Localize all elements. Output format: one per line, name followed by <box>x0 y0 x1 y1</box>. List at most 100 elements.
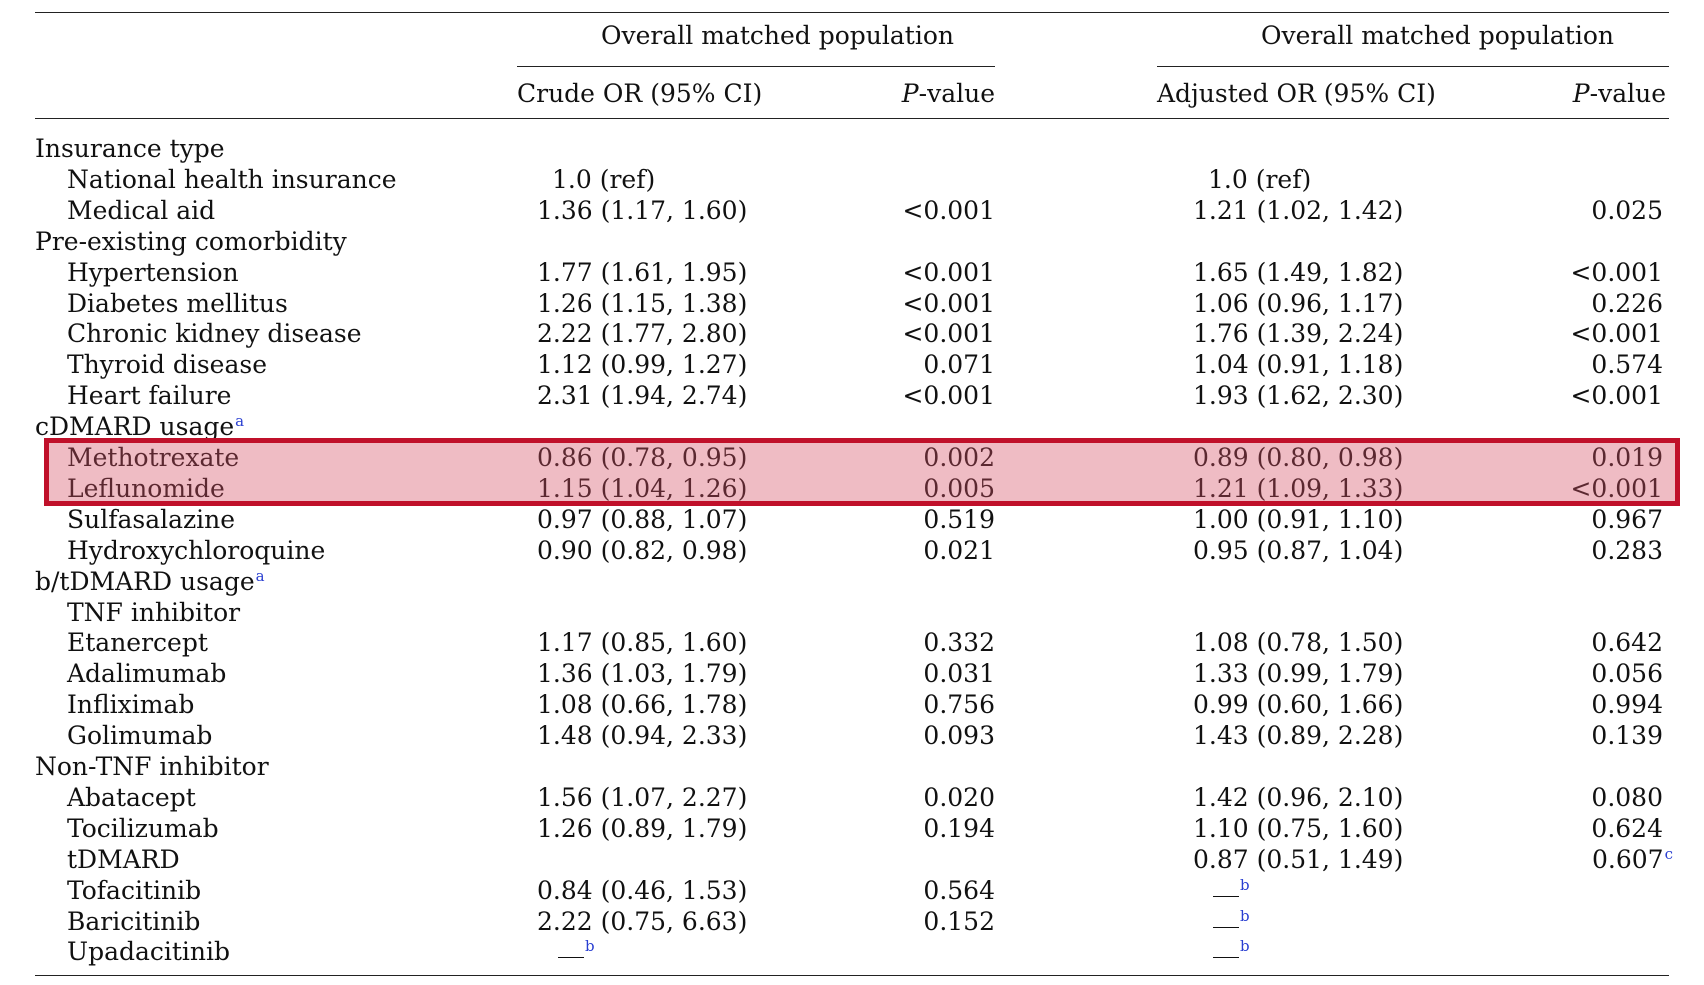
highlight-box <box>44 438 1680 506</box>
label-text: Heart failure <box>67 381 232 410</box>
pvalue-text: 0.226 <box>1591 289 1663 318</box>
adjusted-or-cell: 1.00 (0.91, 1.10) <box>1193 505 1404 534</box>
adjusted-pvalue-cell: 0.574 <box>1508 349 1663 381</box>
adjusted-pvalue-cell: 0.019 <box>1508 442 1663 474</box>
crude-or-cell: 2.31 (1.94, 2.74) <box>537 381 748 410</box>
footnote-marker: a <box>235 412 245 430</box>
label-text: cDMARD usage <box>35 412 235 441</box>
label-text: Medical aid <box>67 196 216 225</box>
not-estimable-dash <box>1213 896 1239 897</box>
adjusted-pvalue-cell: <0.001 <box>1508 473 1663 505</box>
row-label: Thyroid disease <box>67 349 267 381</box>
crude-pvalue-cell: 0.020 <box>923 783 995 812</box>
p-italic: P <box>1572 79 1590 108</box>
adjusted-or-cell: 1.42 (0.96, 2.10) <box>1193 783 1404 812</box>
label-text: Leflunomide <box>67 474 225 503</box>
pvalue-text: <0.001 <box>1570 474 1663 503</box>
adjusted-or-cell: 1.65 (1.49, 1.82) <box>1193 258 1404 287</box>
label-text: Adalimumab <box>67 659 227 688</box>
row-label: Diabetes mellitus <box>67 288 288 320</box>
not-estimable-dash <box>1213 927 1239 928</box>
col-header-crude-pvalue: P-value <box>840 78 995 110</box>
label-text: Sulfasalazine <box>67 505 236 534</box>
group-header-left: Overall matched population <box>601 21 954 50</box>
crude-pvalue-cell: 0.564 <box>923 876 995 905</box>
adjusted-pvalue-cell: 0.139 <box>1508 720 1663 752</box>
label-text: Non-TNF inhibitor <box>35 752 269 781</box>
crude-pvalue-cell: 0.031 <box>923 659 995 688</box>
pvalue-text: 0.624 <box>1591 814 1663 843</box>
adjusted-or-cell: b <box>1213 906 1250 938</box>
adjusted-or-cell: 1.04 (0.91, 1.18) <box>1193 350 1404 379</box>
adjusted-pvalue-cell: 0.080 <box>1508 782 1663 814</box>
footnote-marker: b <box>585 937 595 955</box>
row-label: Sulfasalazine <box>67 504 235 536</box>
adjusted-or-cell: 1.08 (0.78, 1.50) <box>1193 628 1404 657</box>
header-rule <box>35 118 1669 119</box>
adjusted-pvalue-cell: <0.001 <box>1508 257 1663 289</box>
section-label: Non-TNF inhibitor <box>35 751 269 783</box>
adjusted-or-cell: 1.0 (ref) <box>1208 165 1312 194</box>
adjusted-pvalue-cell: 0.283 <box>1508 535 1663 567</box>
crude-pvalue-cell: <0.001 <box>902 196 995 225</box>
section-label: TNF inhibitor <box>67 597 240 629</box>
row-label: Infliximab <box>67 689 194 721</box>
adjusted-or-cell: 1.21 (1.02, 1.42) <box>1193 196 1404 225</box>
row-label: Leflunomide <box>67 473 225 505</box>
crude-or-cell: 1.36 (1.03, 1.79) <box>537 659 748 688</box>
group-right-underline <box>1157 66 1669 67</box>
row-label: Adalimumab <box>67 658 226 690</box>
pvalue-text: <0.001 <box>1570 381 1663 410</box>
pvalue-text: 0.019 <box>1591 443 1663 472</box>
adjusted-pvalue-cell: 0.607c <box>1508 844 1673 876</box>
row-label: Heart failure <box>67 380 231 412</box>
crude-pvalue-cell: <0.001 <box>902 258 995 287</box>
footnote-marker: c <box>1664 845 1673 863</box>
row-label: Tofacitinib <box>67 875 201 907</box>
pvalue-text: 0.607 <box>1592 845 1664 874</box>
pvalue-text: 0.139 <box>1591 721 1663 750</box>
crude-or-cell: 1.0 (ref) <box>552 165 656 194</box>
section-label: Pre-existing comorbidity <box>35 226 347 258</box>
adjusted-or-cell: b <box>1213 936 1250 968</box>
p-suffix: -value <box>918 79 995 108</box>
pvalue-text: 0.283 <box>1591 536 1663 565</box>
label-text: National health insurance <box>67 165 397 194</box>
label-text: Chronic kidney disease <box>67 319 362 348</box>
label-text: TNF inhibitor <box>67 598 241 627</box>
adjusted-or-cell: 1.21 (1.09, 1.33) <box>1193 474 1404 503</box>
row-label: Golimumab <box>67 720 212 752</box>
adjusted-or-cell: 1.76 (1.39, 2.24) <box>1193 319 1404 348</box>
row-label: Baricitinib <box>67 906 200 938</box>
label-text: Tofacitinib <box>67 876 202 905</box>
adjusted-pvalue-cell: 0.994 <box>1508 689 1663 721</box>
pvalue-text: <0.001 <box>1570 258 1663 287</box>
col-header-adjusted-pvalue: P-value <box>1508 78 1666 110</box>
adjusted-pvalue-cell: 0.624 <box>1508 813 1663 845</box>
label-text: Hydroxychloroquine <box>67 536 326 565</box>
adjusted-pvalue-cell: <0.001 <box>1508 380 1663 412</box>
row-label: Upadacitinib <box>67 936 230 968</box>
crude-or-cell: 1.26 (1.15, 1.38) <box>537 289 748 318</box>
label-text: Upadacitinib <box>67 937 231 966</box>
adjusted-pvalue-cell: 0.056 <box>1508 658 1663 690</box>
p-suffix: -value <box>1589 79 1666 108</box>
crude-pvalue-cell: 0.071 <box>923 350 995 379</box>
pvalue-text: 0.967 <box>1591 505 1663 534</box>
adjusted-pvalue-cell: 0.967 <box>1508 504 1663 536</box>
crude-or-cell: 1.77 (1.61, 1.95) <box>537 258 748 287</box>
crude-or-cell: 2.22 (1.77, 2.80) <box>537 319 748 348</box>
section-label: cDMARD usagea <box>35 411 244 443</box>
adjusted-pvalue-cell: 0.025 <box>1508 195 1663 227</box>
row-label: National health insurance <box>67 164 397 196</box>
crude-pvalue-cell: 0.194 <box>923 814 995 843</box>
crude-pvalue-cell: 0.093 <box>923 721 995 750</box>
label-text: Baricitinib <box>67 907 201 936</box>
row-label: tDMARD <box>67 844 180 876</box>
adjusted-or-cell: 0.89 (0.80, 0.98) <box>1193 443 1404 472</box>
adjusted-or-cell: 0.95 (0.87, 1.04) <box>1193 536 1404 565</box>
pvalue-text: 0.080 <box>1591 783 1663 812</box>
crude-or-cell: 1.26 (0.89, 1.79) <box>537 814 748 843</box>
label-text: b/tDMARD usage <box>35 567 255 596</box>
label-text: Thyroid disease <box>67 350 267 379</box>
